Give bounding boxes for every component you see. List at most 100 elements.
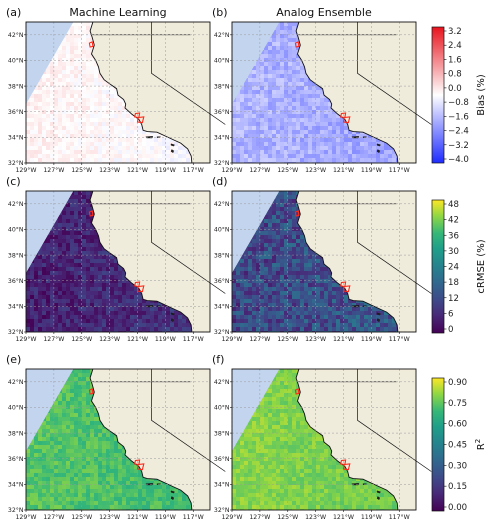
lon-tick-label: 117°W: [183, 166, 204, 174]
map-frame: [25, 21, 211, 164]
site-outline: [294, 41, 300, 48]
colorbar-tick-label: 0.45: [448, 441, 467, 451]
island: [170, 143, 175, 147]
lon-tick-label: 117°W: [389, 166, 410, 174]
lon-tick-label: 123°W: [305, 166, 326, 174]
colorbar-tick-label: 24: [448, 263, 459, 273]
lon-tick-label: 119°W: [361, 513, 382, 521]
coastline: [89, 21, 193, 164]
graticule: [25, 369, 210, 511]
land-area: [296, 22, 416, 163]
nevada-border: [357, 369, 432, 472]
lat-tick-label: 34°N: [214, 303, 230, 311]
map-frame: [25, 368, 211, 511]
lat-tick-label: 32°N: [8, 506, 24, 514]
lon-tick-label: 123°W: [99, 166, 120, 174]
lon-tick-label: 127°W: [249, 166, 270, 174]
lon-tick-label: 117°W: [389, 513, 410, 521]
lat-tick-label: 36°N: [8, 455, 24, 463]
lat-tick-label: 32°N: [214, 328, 230, 336]
island: [170, 496, 175, 500]
panel-title: Analog Ensemble: [276, 6, 372, 19]
colorbar-tick-label: 6: [448, 309, 453, 319]
colorbar-tick-label: 0.00: [448, 503, 467, 513]
lon-tick-label: 127°W: [43, 513, 64, 521]
lon-tick-label: 123°W: [99, 335, 120, 343]
lon-tick-label: 125°W: [71, 335, 92, 343]
lon-tick-label: 129°W: [15, 166, 36, 174]
lat-tick-label: 40°N: [214, 57, 230, 65]
lat-tick-label: 34°N: [8, 134, 24, 142]
lat-tick-label: 40°N: [8, 57, 24, 65]
colorbar-tick-label: −1.6: [448, 112, 469, 122]
lon-tick-label: 119°W: [155, 513, 176, 521]
colorbar-tick-label: 12: [448, 294, 459, 304]
colorbar-crmse: 48 42 36 30 24 18 12 6 0 cRMSE (%): [431, 199, 487, 335]
colorbar-tick-label: −0.8: [448, 98, 469, 108]
site-outline: [342, 463, 351, 471]
nevada-border: [151, 369, 226, 472]
island: [376, 143, 381, 147]
colorbar-tick-label: 30: [448, 247, 459, 257]
lat-tick-label: 32°N: [8, 328, 24, 336]
coastline: [295, 190, 399, 333]
colorbar-label: R2: [474, 439, 487, 450]
map-frame: [231, 368, 417, 511]
land-area: [296, 369, 416, 510]
colorbar-gradient: [431, 377, 445, 512]
colorbar-tick-label: 0: [448, 325, 453, 335]
lon-tick-label: 123°W: [305, 335, 326, 343]
lat-tick-label: 42°N: [214, 200, 230, 208]
lon-tick-label: 123°W: [305, 513, 326, 521]
lat-tick-label: 40°N: [214, 404, 230, 412]
panel-title: Machine Learning: [69, 6, 166, 19]
lon-tick-label: 119°W: [361, 335, 382, 343]
lon-tick-label: 129°W: [221, 166, 242, 174]
island: [170, 490, 175, 494]
lat-tick-label: 36°N: [214, 108, 230, 116]
site-outline: [294, 388, 300, 395]
lat-tick-label: 38°N: [8, 429, 24, 437]
lon-tick-label: 129°W: [221, 335, 242, 343]
colorbar-tick-label: −2.4: [448, 127, 469, 137]
colorbar-label: cRMSE (%): [476, 239, 487, 293]
site-outline: [342, 285, 351, 293]
nevada-border: [151, 22, 226, 125]
lat-tick-label: 40°N: [8, 226, 24, 234]
lon-tick-label: 129°W: [221, 513, 242, 521]
colorbar-bias: 3.2 2.4 1.6 0.8 0.0 −0.8 −1.6 −2.4 −3.2 −4.0 Bias …: [431, 26, 487, 165]
lat-tick-label: 32°N: [214, 159, 230, 167]
coastline: [295, 368, 399, 511]
colorbar-tick-label: 0.90: [448, 378, 467, 388]
site-outline: [294, 210, 300, 217]
colorbar-tick-label: 0.8: [448, 70, 462, 80]
lat-tick-label: 38°N: [214, 251, 230, 259]
land-area: [90, 369, 210, 510]
lon-tick-label: 129°W: [15, 335, 36, 343]
colorbar-tick-label: 0.0: [448, 84, 462, 94]
colorbar-tick-label: 18: [448, 278, 459, 288]
lat-tick-label: 36°N: [214, 455, 230, 463]
panel-label: (b): [212, 6, 228, 19]
colorbar-tick-label: 48: [448, 200, 459, 210]
colorbar-tick-label: 36: [448, 231, 459, 241]
site-outline: [342, 116, 351, 124]
lon-tick-label: 127°W: [249, 335, 270, 343]
map-frame: [231, 190, 417, 333]
map-frame: [25, 190, 211, 333]
island: [170, 312, 175, 316]
land-area: [90, 22, 210, 163]
site-outline: [136, 116, 145, 124]
island: [376, 318, 381, 322]
lon-tick-label: 125°W: [277, 166, 298, 174]
lon-tick-label: 123°W: [99, 513, 120, 521]
lon-tick-label: 121°W: [127, 335, 148, 343]
island: [376, 490, 381, 494]
lon-tick-label: 127°W: [43, 166, 64, 174]
lon-tick-label: 117°W: [389, 335, 410, 343]
lon-tick-label: 119°W: [155, 335, 176, 343]
